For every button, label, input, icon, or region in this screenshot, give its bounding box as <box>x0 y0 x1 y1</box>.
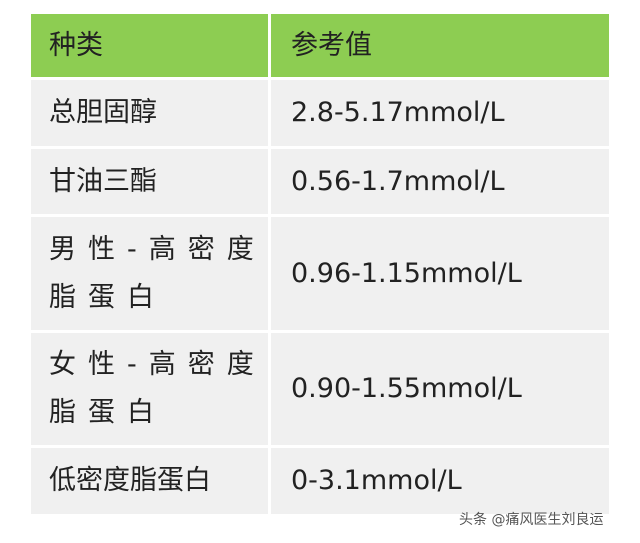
header-reference: 参考值 <box>271 14 609 77</box>
watermark: 头条 @痛风医生刘良运 <box>459 512 604 528</box>
row-value: 0.90-1.55mmol/L <box>271 333 609 445</box>
reference-table: 种类 参考值 总胆固醇 2.8-5.17mmol/L 甘油三酯 0.56-1.7… <box>31 14 609 514</box>
row-value: 0.56-1.7mmol/L <box>271 149 609 214</box>
row-name: 低密度脂蛋白 <box>31 448 268 514</box>
row-name: 总胆固醇 <box>31 80 268 146</box>
row-name: 男性-高密度脂蛋白 <box>31 217 268 330</box>
row-name: 女性-高密度脂蛋白 <box>31 333 268 445</box>
row-value: 0.96-1.15mmol/L <box>271 217 609 330</box>
row-value: 0-3.1mmol/L <box>271 448 609 514</box>
row-name: 甘油三酯 <box>31 149 268 214</box>
row-value: 2.8-5.17mmol/L <box>271 80 609 146</box>
header-type: 种类 <box>31 14 268 77</box>
